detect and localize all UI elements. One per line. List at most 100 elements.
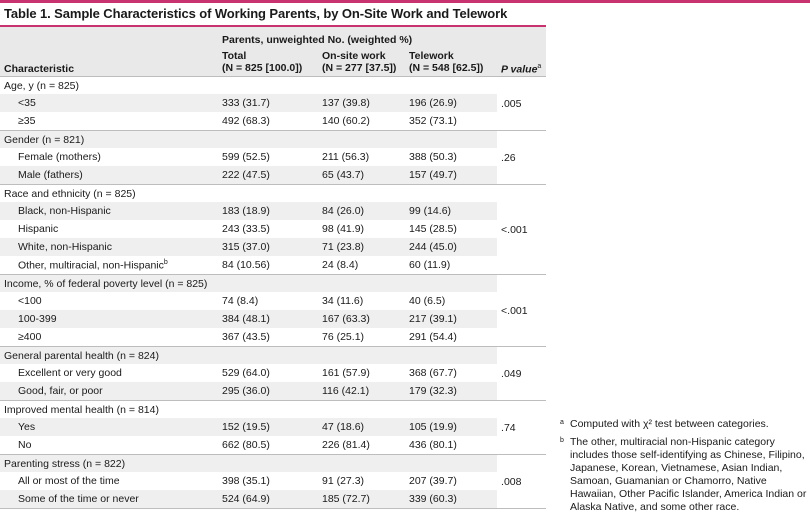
- row-label: White, non-Hispanic: [0, 238, 218, 256]
- footnote-b: b The other, multiracial non-Hispanic cat…: [560, 436, 810, 514]
- telework-value: 99 (14.6): [405, 202, 498, 220]
- row-label: Black, non-Hispanic: [0, 202, 218, 220]
- table-row: Black, non-Hispanic 183 (18.9) 84 (26.0) 99…: [0, 202, 546, 220]
- row-label-text: Black, non-Hispanic: [18, 205, 111, 217]
- col-header-total-line2: (N = 825 [100.0]): [222, 62, 303, 74]
- row-label: Other, multiracial, non-Hispanicb: [0, 256, 218, 275]
- row-footnote-mark: b: [163, 258, 168, 266]
- row-label: 100-399: [0, 310, 218, 328]
- onsite-value: 34 (11.6): [322, 295, 364, 307]
- table-body: Age, y (n = 825) .005 <35 333 (31.7) 137 (39…: [0, 76, 547, 509]
- onsite-value: 140 (60.2): [322, 115, 370, 127]
- total-value: 524 (64.9): [218, 490, 318, 509]
- p-value: .049: [497, 346, 547, 401]
- onsite-value: 24 (8.4): [322, 259, 359, 271]
- row-label: ≥35: [0, 112, 218, 131]
- footnotes: a Computed with χ² test between categorie…: [560, 418, 810, 519]
- table-row: Hispanic 243 (33.5) 98 (41.9) 145 (28.5): [0, 220, 546, 238]
- col-header-pvalue: P valuea: [497, 27, 547, 77]
- onsite-value: 71 (23.8): [318, 238, 405, 256]
- total-value: 599 (52.5): [222, 151, 270, 163]
- telework-value: 40 (6.5): [409, 295, 446, 307]
- row-label-text: Hispanic: [18, 223, 59, 235]
- row-label: Male (fathers): [0, 166, 218, 185]
- row-label: All or most of the time: [0, 472, 218, 490]
- onsite-value: 116 (42.1): [318, 382, 405, 401]
- onsite-value: 76 (25.1): [322, 331, 365, 343]
- onsite-value: 185 (72.7): [318, 490, 405, 509]
- telework-value: 436 (80.1): [409, 439, 457, 451]
- telework-value: 388 (50.3): [409, 151, 457, 163]
- telework-value: 244 (45.0): [405, 238, 498, 256]
- group-header-row: Gender (n = 821) .26: [0, 130, 547, 185]
- row-label-text: White, non-Hispanic: [18, 241, 112, 253]
- footnote-a-mark: a: [560, 419, 564, 426]
- group-label: Age, y (n = 825): [0, 76, 498, 94]
- total-value: 243 (33.5): [222, 223, 270, 235]
- onsite-value: 211 (56.3): [322, 151, 370, 163]
- total-value: 384 (48.1): [218, 310, 318, 328]
- group-header-row: General parental health (n = 824) .049: [0, 346, 547, 401]
- table-row: 100-399 384 (48.1) 167 (63.3) 217 (39.1): [0, 310, 546, 328]
- telework-value: 145 (28.5): [409, 223, 457, 235]
- title-rule: [0, 25, 546, 27]
- row-label: No: [0, 436, 218, 455]
- row-label-text: Male (fathers): [18, 169, 83, 181]
- group-label: Parenting stress (n = 822): [0, 454, 498, 472]
- telework-value: 60 (11.9): [409, 259, 451, 271]
- row-label-text: Excellent or very good: [18, 367, 122, 379]
- group-label: Income, % of federal poverty level (n = …: [0, 274, 498, 292]
- total-value: 398 (35.1): [222, 475, 270, 487]
- telework-value: 105 (19.9): [405, 418, 498, 436]
- onsite-value: 47 (18.6): [318, 418, 405, 436]
- group-label: Race and ethnicity (n = 825): [0, 184, 498, 202]
- telework-value: 157 (49.7): [405, 166, 498, 185]
- pvalue-label: P value: [501, 63, 538, 75]
- group-header-row: Age, y (n = 825) .005: [0, 76, 547, 131]
- telework-value: 368 (67.7): [409, 367, 457, 379]
- telework-value: 352 (73.1): [409, 115, 457, 127]
- row-label-text: ≥35: [18, 115, 36, 127]
- table-row: Some of the time or never 524 (64.9) 185 (…: [0, 490, 546, 509]
- row-label-text: <35: [18, 97, 36, 109]
- onsite-value: 167 (63.3): [318, 310, 405, 328]
- col-group-header: Parents, unweighted No. (weighted %): [218, 27, 498, 47]
- telework-value: 339 (60.3): [405, 490, 498, 509]
- table-row: ≥35 492 (68.3) 140 (60.2) 352 (73.1): [0, 112, 546, 131]
- col-header-onsite-line2: (N = 277 [37.5]): [322, 62, 397, 74]
- row-label-text: <100: [18, 295, 42, 307]
- p-value: .26: [497, 130, 547, 185]
- total-value: 529 (64.0): [222, 367, 270, 379]
- row-label: Yes: [0, 418, 218, 436]
- col-header-onsite-line1: On-site work: [322, 50, 386, 62]
- characteristics-table: Characteristic Parents, unweighted No. (…: [0, 27, 547, 509]
- table-row: Excellent or very good 529 (64.0) 161 (57.…: [0, 364, 546, 382]
- row-label-text: Some of the time or never: [18, 493, 139, 505]
- row-label: Female (mothers): [0, 148, 218, 166]
- group-header-row: Income, % of federal poverty level (n = …: [0, 274, 547, 347]
- col-header-telework-line1: Telework: [409, 50, 454, 62]
- onsite-value: 84 (26.0): [318, 202, 405, 220]
- p-value: <.001: [497, 184, 547, 275]
- telework-value: 291 (54.4): [409, 331, 457, 343]
- row-label-text: ≥400: [18, 331, 42, 343]
- p-value: <.001: [497, 274, 547, 347]
- onsite-value: 65 (43.7): [318, 166, 405, 185]
- top-accent-bar: [0, 0, 810, 3]
- telework-value: 207 (39.7): [409, 475, 457, 487]
- row-label: Good, fair, or poor: [0, 382, 218, 401]
- row-label-text: All or most of the time: [18, 475, 120, 487]
- table-row: Yes 152 (19.5) 47 (18.6) 105 (19.9): [0, 418, 546, 436]
- onsite-value: 137 (39.8): [318, 94, 405, 112]
- col-header-total-line1: Total: [222, 50, 247, 62]
- total-value: 295 (36.0): [218, 382, 318, 401]
- footnote-b-text: The other, multiracial non-Hispanic cate…: [570, 436, 807, 513]
- row-label: <100: [0, 292, 218, 310]
- row-label-text: Yes: [18, 421, 36, 433]
- col-header-characteristic: Characteristic: [0, 27, 218, 77]
- p-value: .005: [497, 76, 547, 131]
- total-value: 74 (8.4): [222, 295, 259, 307]
- row-label-text: No: [18, 439, 32, 451]
- onsite-value: 226 (81.4): [322, 439, 370, 451]
- footnote-a: a Computed with χ² test between categorie…: [560, 418, 810, 431]
